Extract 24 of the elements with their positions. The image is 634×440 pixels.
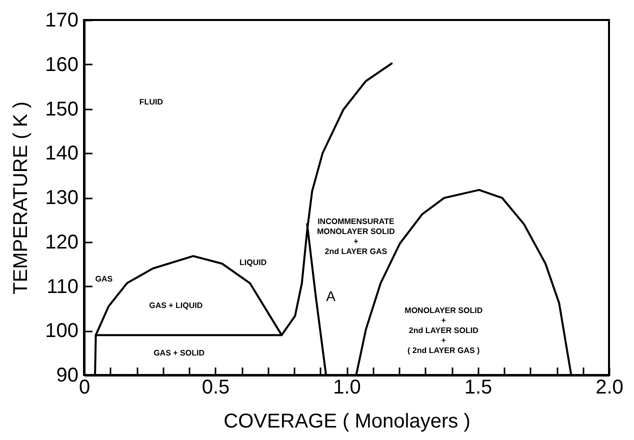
y-tick-label: 170 — [45, 10, 78, 32]
annotation: MONOLAYER SOLID + 2nd LAYER SOLID + ( 2nd LAYER GAS ) — [404, 306, 483, 356]
y-tick-label: 130 — [45, 187, 78, 209]
x-axis-title: COVERAGE ( Monolayers ) — [224, 410, 470, 432]
x-tick-label: 1.5 — [464, 376, 492, 398]
annotation: INCOMMENSURATE MONOLAYER SOLID + 2nd LAYER GAS — [316, 216, 396, 256]
annotation: LIQUID — [239, 258, 267, 267]
x-tick-label: 1.0 — [333, 376, 361, 398]
annotation: GAS — [95, 274, 114, 284]
x-tick-label: 0.5 — [202, 376, 230, 398]
annotation: GAS + SOLID — [154, 348, 205, 358]
y-tick-label: 120 — [45, 231, 78, 254]
x-tick-label: 0 — [78, 376, 90, 398]
y-tick-label: 90 — [56, 364, 78, 386]
x-tick-label: 2.0 — [596, 376, 624, 398]
y-tick-label: 110 — [46, 276, 78, 298]
annotation: A — [326, 288, 336, 304]
y-tick-label: 100 — [45, 320, 78, 342]
y-tick-label: 140 — [45, 142, 78, 165]
y-tick-label: 160 — [45, 54, 78, 76]
y-axis-title: TEMPERATURE ( K ) — [10, 102, 32, 294]
annotation: FLUID — [139, 98, 164, 107]
annotation: GAS + LIQUID — [149, 301, 203, 310]
y-tick-label: 150 — [45, 98, 78, 120]
